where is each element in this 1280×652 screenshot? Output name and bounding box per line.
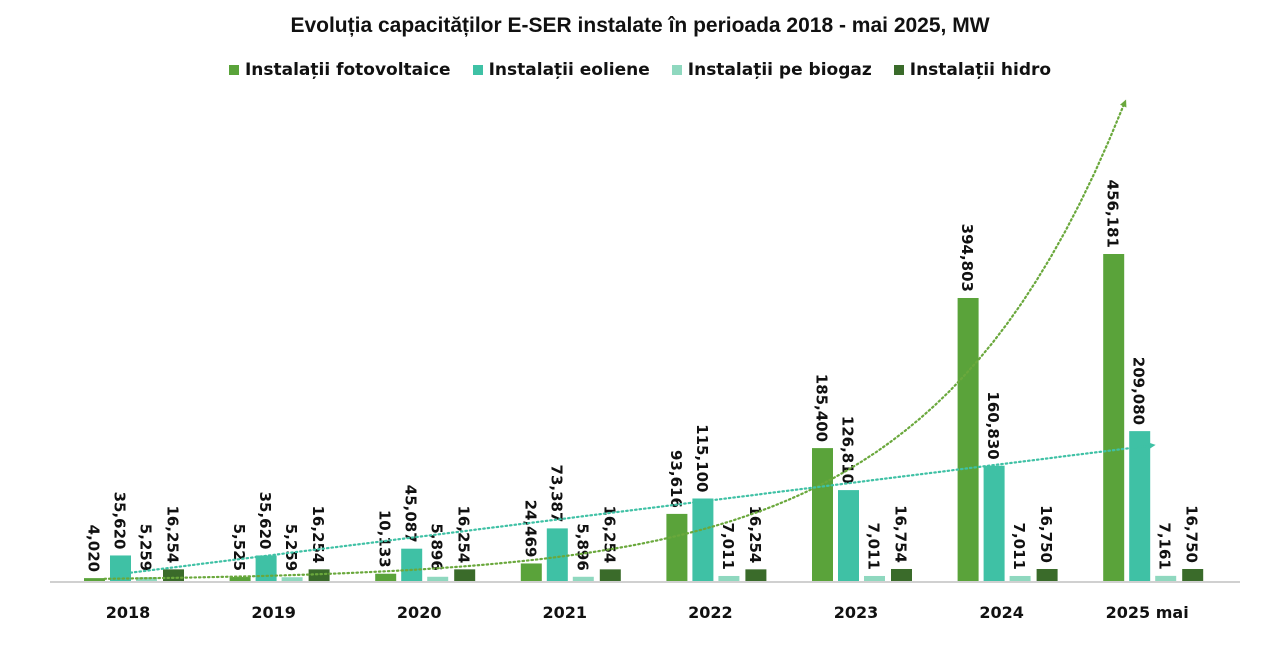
bar — [812, 448, 833, 581]
bar — [1182, 568, 1204, 581]
legend-swatch — [228, 65, 239, 75]
legend-label: Instalații fotovoltaice — [244, 60, 451, 80]
chart-title: Evoluția capacităților E-SER instalate î… — [290, 14, 990, 37]
bar — [281, 577, 303, 581]
data-label: 160,830 — [984, 391, 1002, 459]
data-label: 16,750 — [1037, 505, 1055, 563]
data-label: 5,525 — [230, 524, 248, 571]
data-label: 5,896 — [428, 523, 446, 570]
data-label: 5,259 — [282, 524, 300, 571]
legend-swatch — [671, 65, 682, 75]
data-label: 5,259 — [137, 524, 155, 571]
bar — [520, 563, 542, 581]
bar — [1155, 575, 1177, 581]
x-tick-label: 2020 — [397, 603, 442, 622]
bar — [1103, 254, 1125, 581]
data-label: 16,254 — [455, 505, 473, 563]
data-label: 73,387 — [547, 465, 565, 523]
bar — [229, 577, 251, 581]
legend-item: Instalații eoliene — [472, 60, 650, 80]
bar — [375, 573, 397, 581]
trendline — [103, 103, 1125, 580]
bar — [163, 569, 184, 581]
x-tick-label: 2025 mai — [1106, 603, 1189, 622]
data-label: 115,100 — [693, 424, 711, 492]
x-tick-label: 2019 — [251, 603, 296, 622]
bar — [546, 528, 568, 581]
trendline-arrow — [1148, 442, 1156, 450]
legend-swatch — [472, 65, 483, 75]
bar — [1129, 431, 1151, 581]
data-label: 93,616 — [667, 450, 685, 508]
bar — [1036, 568, 1058, 581]
bar — [891, 568, 912, 581]
bar — [255, 555, 277, 581]
bar — [1009, 575, 1031, 581]
x-tick-label: 2018 — [106, 603, 151, 622]
data-label: 16,254 — [746, 505, 764, 563]
data-label: 456,181 — [1104, 180, 1122, 248]
bar — [692, 498, 714, 581]
data-label: 7,011 — [1010, 523, 1028, 570]
data-label: 16,754 — [892, 505, 910, 563]
data-label: 45,087 — [402, 485, 420, 543]
data-label: 16,750 — [1183, 505, 1201, 563]
bar — [838, 490, 859, 581]
x-tick-label: 2021 — [543, 603, 588, 622]
bar — [957, 297, 979, 581]
legend-label: Instalații hidro — [909, 60, 1052, 80]
trendline-arrow — [1120, 99, 1127, 108]
bar — [599, 569, 621, 581]
legend-swatch — [893, 65, 904, 75]
bar — [572, 576, 594, 581]
data-label: 5,896 — [573, 523, 591, 570]
bar — [745, 569, 767, 581]
trendline — [129, 444, 1151, 574]
x-tick-label: 2022 — [688, 603, 733, 622]
bar — [983, 465, 1005, 581]
bar — [308, 569, 330, 581]
bar — [84, 578, 105, 581]
legend-item: Instalații pe biogaz — [671, 60, 872, 80]
bar — [454, 569, 476, 581]
legend-item: Instalații hidro — [893, 60, 1052, 80]
legend: Instalații fotovoltaice Instalații eolie… — [0, 60, 1280, 80]
bar — [427, 576, 449, 581]
data-label: 209,080 — [1130, 357, 1148, 425]
data-label: 7,011 — [865, 523, 883, 570]
data-label: 394,803 — [958, 224, 976, 292]
bar — [666, 513, 688, 581]
bar — [864, 575, 885, 581]
data-label: 24,469 — [521, 500, 539, 558]
x-tick-label: 2024 — [979, 603, 1024, 622]
data-label: 35,620 — [256, 492, 274, 550]
data-label: 16,254 — [164, 505, 182, 563]
data-label: 10,133 — [376, 510, 394, 568]
legend-label: Instalații pe biogaz — [687, 60, 872, 80]
data-label: 7,161 — [1156, 522, 1174, 569]
bar — [110, 555, 131, 581]
bar — [401, 548, 423, 581]
data-label: 16,254 — [309, 505, 327, 563]
bar — [718, 575, 740, 581]
data-label: 35,620 — [111, 492, 129, 550]
data-label: 185,400 — [813, 374, 831, 442]
x-tick-label: 2023 — [834, 603, 879, 622]
legend-item: Instalații fotovoltaice — [228, 60, 451, 80]
data-label: 4,020 — [85, 525, 103, 572]
legend-label: Instalații eoliene — [488, 60, 650, 80]
data-label: 7,011 — [719, 523, 737, 570]
